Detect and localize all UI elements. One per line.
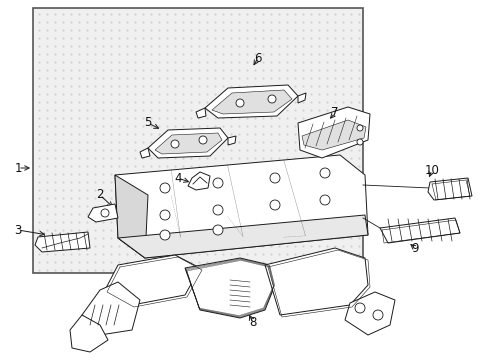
Polygon shape (227, 136, 236, 145)
Text: 1: 1 (14, 162, 21, 175)
Polygon shape (155, 133, 222, 154)
Circle shape (319, 168, 329, 178)
Polygon shape (184, 258, 274, 318)
Polygon shape (70, 315, 108, 352)
Circle shape (269, 200, 280, 210)
Polygon shape (204, 85, 297, 118)
Polygon shape (118, 215, 367, 258)
Circle shape (354, 303, 364, 313)
Polygon shape (297, 93, 305, 103)
Circle shape (269, 173, 280, 183)
Text: 9: 9 (410, 242, 418, 255)
Polygon shape (196, 108, 205, 118)
Polygon shape (264, 248, 367, 315)
Polygon shape (212, 90, 291, 114)
Circle shape (160, 210, 170, 220)
Circle shape (213, 205, 223, 215)
Text: 6: 6 (254, 51, 261, 64)
Circle shape (372, 310, 382, 320)
Polygon shape (297, 107, 369, 158)
Text: 8: 8 (249, 316, 256, 329)
Bar (33, 8, 362, 273)
Text: 2: 2 (96, 189, 103, 202)
Circle shape (160, 230, 170, 240)
Circle shape (319, 195, 329, 205)
Polygon shape (187, 172, 209, 190)
Circle shape (356, 139, 362, 145)
Polygon shape (88, 204, 118, 222)
Circle shape (267, 95, 275, 103)
Text: 3: 3 (14, 224, 21, 237)
Polygon shape (35, 232, 90, 252)
Circle shape (171, 140, 179, 148)
Circle shape (356, 125, 362, 131)
Text: 10: 10 (424, 163, 439, 176)
Text: 7: 7 (330, 107, 338, 120)
Polygon shape (82, 282, 140, 335)
Text: 4: 4 (174, 171, 182, 184)
Polygon shape (105, 255, 200, 305)
Polygon shape (140, 148, 150, 158)
Polygon shape (379, 218, 459, 243)
Polygon shape (345, 292, 394, 335)
Polygon shape (115, 175, 148, 258)
Circle shape (213, 225, 223, 235)
Polygon shape (427, 178, 471, 200)
Polygon shape (148, 128, 227, 158)
Polygon shape (115, 155, 367, 258)
Circle shape (199, 136, 206, 144)
Circle shape (236, 99, 244, 107)
Circle shape (101, 209, 109, 217)
Circle shape (213, 178, 223, 188)
Text: 5: 5 (144, 117, 151, 130)
Circle shape (160, 183, 170, 193)
Polygon shape (302, 120, 365, 150)
